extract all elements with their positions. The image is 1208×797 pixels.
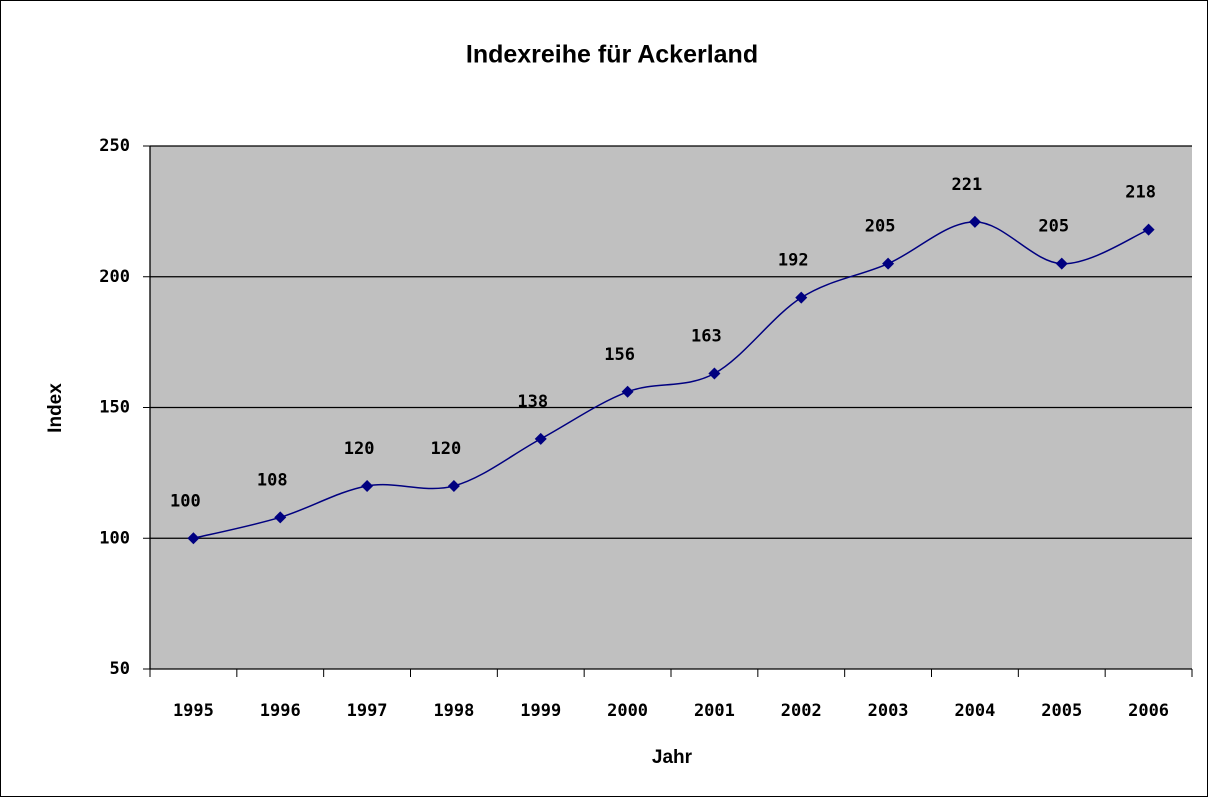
data-label: 138 [517, 392, 548, 412]
data-label: 156 [604, 345, 635, 365]
data-label: 192 [778, 251, 809, 271]
x-tick-label: 2000 [607, 701, 648, 721]
y-tick-label: 100 [99, 528, 130, 548]
x-tick-label: 1996 [260, 701, 301, 721]
data-label: 205 [865, 217, 896, 237]
marker [882, 257, 895, 270]
marker [187, 532, 200, 545]
marker [274, 511, 287, 524]
x-tick-label: 1995 [173, 701, 214, 721]
data-label: 100 [170, 491, 201, 511]
x-tick-label: 2004 [954, 701, 995, 721]
y-tick-label: 250 [99, 136, 130, 156]
y-axis-label: Index [45, 383, 66, 433]
data-label: 218 [1125, 183, 1156, 203]
marker [1055, 257, 1068, 270]
chart-title: Indexreihe für Ackerland [466, 41, 758, 69]
x-tick-label: 1997 [347, 701, 388, 721]
x-tick-label: 2003 [868, 701, 909, 721]
marker [1142, 223, 1155, 236]
marker [968, 215, 981, 228]
x-tick-label: 2002 [781, 701, 822, 721]
data-label: 120 [431, 439, 462, 459]
marker [795, 291, 808, 304]
x-tick-label: 2005 [1041, 701, 1082, 721]
x-axis-label: Jahr [652, 747, 693, 768]
marker [708, 367, 721, 380]
marker [447, 479, 460, 492]
marker [361, 479, 374, 492]
data-label: 108 [257, 470, 288, 490]
y-tick-label: 150 [99, 398, 130, 418]
x-tick-label: 1998 [433, 701, 474, 721]
y-tick-label: 50 [110, 659, 130, 679]
data-label: 205 [1038, 217, 1069, 237]
marker [534, 432, 547, 445]
x-tick-label: 2001 [694, 701, 735, 721]
y-tick-label: 200 [99, 267, 130, 287]
data-label: 120 [344, 439, 375, 459]
x-tick-label: 2006 [1128, 701, 1169, 721]
marker [621, 385, 634, 398]
data-label: 163 [691, 327, 722, 347]
x-tick-label: 1999 [520, 701, 561, 721]
data-label: 221 [952, 175, 983, 195]
